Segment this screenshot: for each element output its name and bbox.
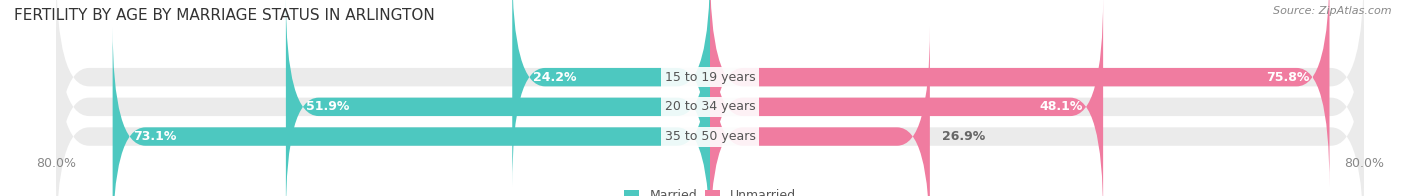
FancyBboxPatch shape [285, 0, 710, 196]
Legend: Married, Unmarried: Married, Unmarried [619, 184, 801, 196]
FancyBboxPatch shape [56, 27, 1364, 196]
Text: FERTILITY BY AGE BY MARRIAGE STATUS IN ARLINGTON: FERTILITY BY AGE BY MARRIAGE STATUS IN A… [14, 8, 434, 23]
FancyBboxPatch shape [56, 0, 1364, 196]
Text: 35 to 50 years: 35 to 50 years [665, 130, 755, 143]
FancyBboxPatch shape [112, 27, 710, 196]
FancyBboxPatch shape [512, 0, 710, 187]
Text: 73.1%: 73.1% [134, 130, 176, 143]
Text: 24.2%: 24.2% [533, 71, 576, 84]
FancyBboxPatch shape [710, 27, 929, 196]
Text: 15 to 19 years: 15 to 19 years [665, 71, 755, 84]
Text: 26.9%: 26.9% [942, 130, 986, 143]
Text: 20 to 34 years: 20 to 34 years [665, 100, 755, 113]
Text: 75.8%: 75.8% [1265, 71, 1309, 84]
FancyBboxPatch shape [56, 0, 1364, 187]
Text: 51.9%: 51.9% [307, 100, 350, 113]
Text: 48.1%: 48.1% [1039, 100, 1083, 113]
FancyBboxPatch shape [710, 0, 1104, 196]
FancyBboxPatch shape [710, 0, 1330, 187]
Text: Source: ZipAtlas.com: Source: ZipAtlas.com [1274, 6, 1392, 16]
